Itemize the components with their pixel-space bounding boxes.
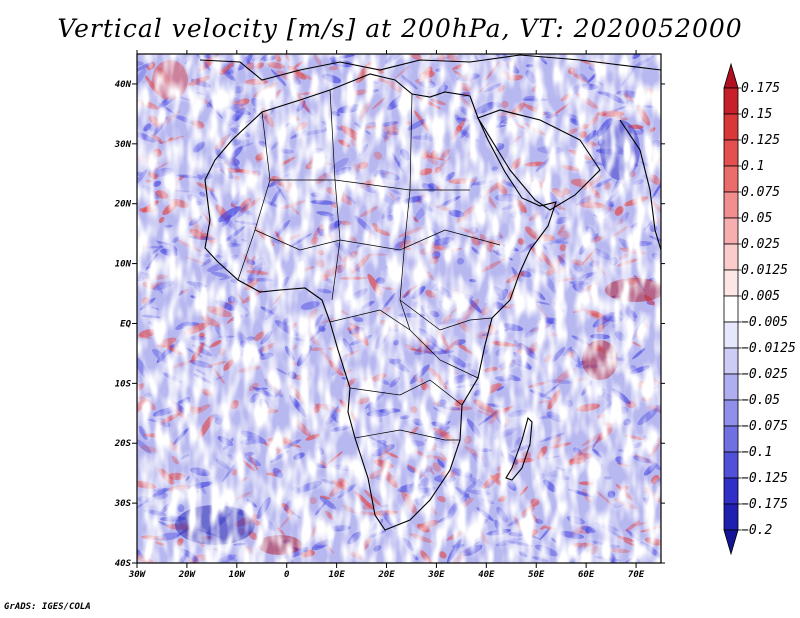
longitude-axis: 30W 20W 10W 0 10E 20E 30E 40E 50E 60E 70E (128, 50, 645, 580)
lon-tick-label: 40E (478, 570, 495, 580)
colorbar-label: −0.1 (741, 445, 772, 460)
europe-coastline (199, 54, 661, 81)
colorbar-swatch (723, 425, 739, 453)
colorbar-swatch (723, 243, 739, 271)
colorbar-label: 0.175 (741, 81, 780, 96)
colorbar-label: 0.125 (741, 133, 780, 148)
colorbar-swatch (723, 503, 739, 531)
lon-tick-label: 30E (427, 570, 445, 580)
map-title: Vertical velocity [m/s] at 200hPa, VT: 2… (57, 14, 743, 43)
lon-tick-label: 70E (628, 570, 645, 580)
colorbar-label: 0.15 (741, 107, 772, 122)
arabia-coastline (477, 109, 601, 211)
lat-tick-label: 30S (114, 499, 132, 509)
colorbar-label: 0.075 (741, 185, 780, 200)
country-borders (237, 89, 501, 441)
lon-tick-label: 10W (229, 570, 247, 580)
colorbar-swatch (723, 321, 739, 349)
colorbar-swatch (723, 347, 739, 375)
colorbar-label: 0.0125 (741, 263, 788, 278)
india-coastline (619, 119, 661, 251)
colorbar-swatch (723, 373, 739, 401)
madagascar-coastline (505, 416, 533, 481)
lon-tick-label: 10E (328, 570, 345, 580)
latitude-axis: 40N 30N 20N 10N EQ 10S 20S 30S 40S (114, 80, 665, 569)
colorbar-label: −0.175 (741, 497, 788, 512)
colorbar-label: −0.025 (741, 367, 788, 382)
lon-tick-label: 60E (578, 570, 595, 580)
lon-tick-label: 20W (178, 570, 197, 580)
grads-credit: GrADS: IGES/COLA (4, 602, 91, 612)
colorbar-swatch (723, 295, 739, 323)
colorbar-label: −0.075 (741, 419, 788, 434)
colorbar-label: −0.005 (741, 315, 788, 330)
colorbar-label: 0.05 (741, 211, 772, 226)
africa-coastline (204, 73, 557, 531)
colorbar-swatch (723, 139, 739, 167)
colorbar-label: −0.0125 (741, 341, 796, 356)
colorbar-swatch (723, 269, 739, 297)
lon-tick-label: 0 (284, 570, 290, 580)
lat-tick-label: 10S (115, 379, 132, 389)
colorbar-top-arrow (723, 62, 739, 89)
colorbar-label: 0.025 (741, 237, 780, 252)
colorbar-swatch (723, 113, 739, 141)
lat-tick-label: 10N (115, 260, 132, 270)
lat-tick-label: 20N (114, 200, 132, 210)
colorbar-swatch (723, 191, 739, 219)
lat-tick-label: 20S (114, 439, 132, 449)
colorbar-swatch (723, 87, 739, 115)
colorbar-label: −0.2 (741, 523, 772, 538)
colorbar-swatch (723, 477, 739, 505)
colorbar: 0.175 0.15 0.125 0.1 0.075 0.05 0.025 0.0125 0.0… (723, 62, 796, 556)
colorbar-label: 0.005 (741, 289, 780, 304)
field-texture (137, 54, 661, 563)
velocity-field (137, 54, 661, 563)
colorbar-bottom-arrow (723, 529, 739, 556)
lon-tick-label: 20E (377, 570, 395, 580)
lat-tick-label: 40N (115, 80, 132, 90)
colorbar-label: 0.1 (741, 159, 764, 174)
lat-tick-label: 40S (115, 559, 132, 569)
colorbar-swatch (723, 451, 739, 479)
lon-tick-label: 30W (128, 570, 147, 580)
lat-tick-label: 30N (114, 140, 132, 150)
colorbar-label: −0.125 (741, 471, 788, 486)
colorbar-swatch (723, 399, 739, 427)
coastlines (199, 54, 661, 531)
lat-tick-label: EQ (120, 319, 131, 329)
lon-tick-label: 50E (528, 570, 545, 580)
colorbar-swatch (723, 165, 739, 193)
map-frame (136, 53, 662, 564)
colorbar-swatch (723, 217, 739, 245)
colorbar-label: −0.05 (741, 393, 780, 408)
